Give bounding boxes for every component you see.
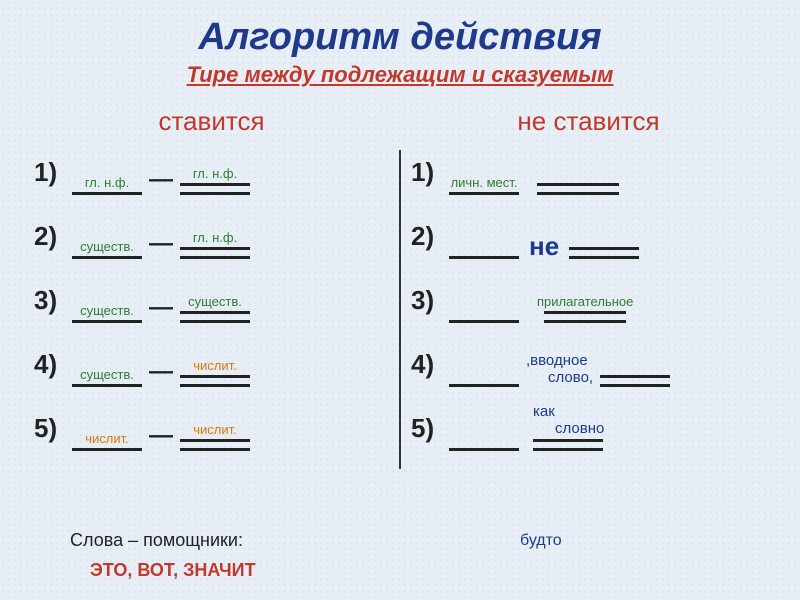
label: гл. н.ф. (193, 167, 237, 180)
subject-line (72, 448, 142, 451)
dash: — (149, 422, 173, 451)
label: числит. (85, 432, 129, 445)
label: существ. (188, 295, 242, 308)
left-row-1: 1) гл. н.ф. — гл. н.ф. (34, 149, 389, 195)
dash: — (149, 358, 173, 387)
predicate-line (537, 183, 619, 195)
predicate-line (544, 311, 626, 323)
right-column: не ставится 1) личн. мест. 2) не 3) прил… (411, 106, 766, 469)
label: гл. н.ф. (85, 176, 129, 189)
row-num: 4) (34, 349, 68, 380)
predicate-line (533, 439, 603, 451)
right-row-5: 5) как словно (411, 405, 766, 451)
row-num: 5) (411, 413, 445, 444)
extra-word: будто (520, 532, 562, 550)
label: гл. н.ф. (193, 231, 237, 244)
right-row-4: 4) ,вводное слово, (411, 341, 766, 387)
columns: ставится 1) гл. н.ф. — гл. н.ф. 2) сущес… (0, 106, 800, 469)
label: числит. (193, 423, 237, 436)
left-row-4: 4) существ. — числит. (34, 341, 389, 387)
predicate-line (180, 439, 250, 451)
predicate-line (569, 247, 639, 259)
word-ne: не (529, 233, 559, 259)
subject-line (449, 256, 519, 259)
row-num: 1) (411, 157, 445, 188)
row-num: 1) (34, 157, 68, 188)
label: прилагательное (537, 295, 633, 308)
label: существ. (80, 240, 134, 253)
linking-words: как словно (533, 404, 604, 437)
helpers-label: Слова – помощники: (70, 530, 243, 551)
subject-line (449, 192, 519, 195)
main-title: Алгоритм действия (0, 0, 800, 56)
right-row-1: 1) личн. мест. (411, 149, 766, 195)
left-row-2: 2) существ. — гл. н.ф. (34, 213, 389, 259)
predicate-line (600, 375, 670, 387)
row-num: 2) (34, 221, 68, 252)
subject-line (449, 320, 519, 323)
left-column: ставится 1) гл. н.ф. — гл. н.ф. 2) сущес… (34, 106, 389, 469)
label: личн. мест. (451, 176, 518, 189)
row-num: 3) (411, 285, 445, 316)
row-num: 3) (34, 285, 68, 316)
subject-line (72, 256, 142, 259)
predicate-line (180, 375, 250, 387)
label: существ. (80, 368, 134, 381)
row-num: 2) (411, 221, 445, 252)
dash: — (149, 294, 173, 323)
helpers-words: ЭТО, ВОТ, ЗНАЧИТ (90, 560, 256, 581)
left-row-5: 5) числит. — числит. (34, 405, 389, 451)
row-num: 4) (411, 349, 445, 380)
predicate-line (180, 311, 250, 323)
subject-line (72, 384, 142, 387)
right-row-2: 2) не (411, 213, 766, 259)
subject-line (449, 448, 519, 451)
vertical-divider (399, 150, 401, 469)
row-num: 5) (34, 413, 68, 444)
right-row-3: 3) прилагательное (411, 277, 766, 323)
dash: — (149, 166, 173, 195)
left-row-3: 3) существ. — существ. (34, 277, 389, 323)
subject-line (72, 192, 142, 195)
predicate-line (180, 183, 250, 195)
right-header: не ставится (411, 106, 766, 137)
label: числит. (193, 359, 237, 372)
subject-line (72, 320, 142, 323)
dash: — (149, 230, 173, 259)
label: существ. (80, 304, 134, 317)
subtitle: Тире между подлежащим и сказуемым (0, 62, 800, 88)
parenthetical-word: ,вводное слово, (526, 353, 593, 387)
left-header: ставится (34, 106, 389, 137)
predicate-line (180, 247, 250, 259)
subject-line (449, 384, 519, 387)
